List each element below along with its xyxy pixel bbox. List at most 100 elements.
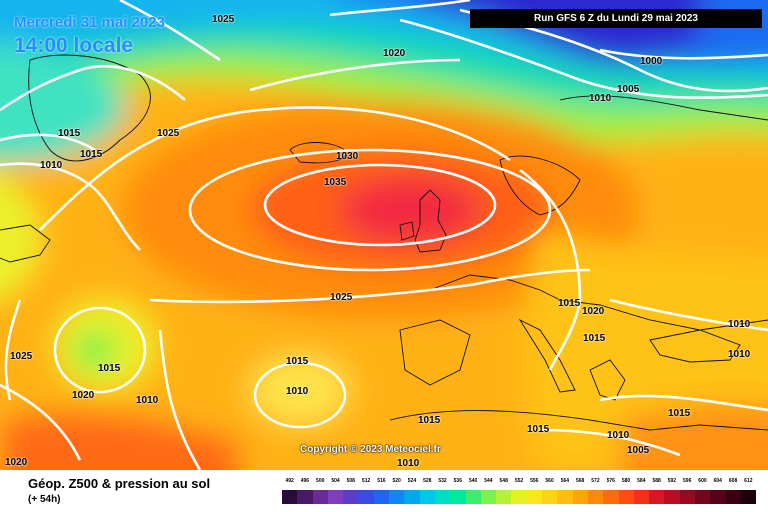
scale-swatch: [358, 490, 374, 504]
scale-label: 496: [300, 478, 310, 484]
scale-swatch: [404, 490, 420, 504]
scale-swatch: [603, 490, 619, 504]
scale-label: 516: [377, 478, 386, 484]
isobar-label: 1000: [640, 56, 663, 67]
isobar-label: 1010: [728, 349, 751, 360]
color-scale-labels: 492 496 500 504 508 512 516 520 524 528 532 536 540 5…: [282, 478, 756, 488]
isobar-label: 1015: [418, 415, 441, 426]
weather-map: [0, 0, 768, 470]
scale-swatch: [419, 490, 435, 504]
scale-swatch: [327, 490, 344, 504]
scale-swatch: [679, 490, 696, 504]
scale-label: 520: [392, 478, 401, 484]
scale-label: 568: [575, 478, 585, 484]
isobar-label: 1020: [383, 48, 406, 59]
isobar-label: 1015: [286, 356, 309, 367]
isobar-label: 1025: [157, 128, 180, 139]
scale-label: 604: [713, 478, 722, 484]
isobar-label: 1035: [324, 177, 347, 188]
scale-swatch: [664, 490, 680, 504]
scale-swatch: [587, 490, 604, 504]
scale-label: 600: [698, 478, 707, 484]
run-info: Run GFS 6 Z du Lundi 29 mai 2023: [470, 9, 762, 28]
scale-swatch: [557, 490, 573, 504]
isobars: [0, 0, 768, 470]
scale-label: 492: [285, 478, 294, 484]
legend-subtitle: (+ 54h): [28, 494, 61, 505]
scale-label: 564: [560, 478, 570, 484]
scale-swatch: [373, 490, 390, 504]
isobar-label: 1010: [397, 458, 420, 469]
scale-label: 508: [346, 478, 355, 484]
isobar-label: 1005: [627, 445, 650, 456]
scale-label: 540: [468, 478, 478, 484]
scale-label: 572: [591, 478, 600, 484]
isobar-label: 1015: [583, 333, 606, 344]
scale-swatch: [725, 490, 741, 504]
scale-label: 556: [530, 478, 539, 484]
isobar-label: 1015: [527, 424, 550, 435]
scale-swatch: [710, 490, 726, 504]
scale-swatch: [389, 490, 405, 504]
scale-label: 548: [499, 478, 508, 484]
isobar-label: 1010: [607, 430, 630, 441]
scale-label: 552: [514, 478, 524, 484]
scale-swatch: [465, 490, 481, 504]
scale-label: 528: [423, 478, 432, 484]
scale-label: 524: [407, 478, 417, 484]
scale-swatch: [633, 490, 650, 504]
isobar-label: 1005: [617, 84, 640, 95]
isobar-label: 1025: [212, 14, 235, 25]
scale-swatch: [695, 490, 711, 504]
scale-label: 560: [545, 478, 554, 484]
scale-swatch: [282, 490, 298, 504]
scale-label: 580: [621, 478, 631, 484]
scale-label: 612: [744, 478, 753, 484]
isobar-label: 1025: [10, 351, 33, 362]
legend-title: Géop. Z500 & pression au sol: [28, 476, 211, 491]
isobar-label: 1015: [58, 128, 81, 139]
isobar-label: 1015: [98, 363, 121, 374]
scale-swatch: [480, 490, 497, 504]
isobar-label: 1020: [5, 457, 28, 468]
scale-swatch: [618, 490, 634, 504]
isobar-label: 1015: [558, 298, 581, 309]
scale-label: 512: [361, 478, 371, 484]
scale-swatch: [312, 490, 328, 504]
copyright-notice: Copyright © 2023 Meteociel.fr: [300, 444, 441, 455]
scale-swatch: [511, 490, 527, 504]
scale-swatch: [542, 490, 558, 504]
isobar-label: 1015: [668, 408, 691, 419]
scale-swatch: [649, 490, 665, 504]
forecast-date: Mercredi 31 mai 2023: [14, 14, 165, 31]
isobar-label: 1030: [336, 151, 359, 162]
coastlines: [0, 54, 768, 431]
scale-label: 596: [683, 478, 692, 484]
scale-swatch: [450, 490, 466, 504]
geopotential-field: [0, 0, 768, 470]
isobar-label: 1010: [136, 395, 159, 406]
forecast-time: 14:00 locale: [14, 34, 134, 57]
scale-swatch: [434, 490, 451, 504]
isobar-label: 1010: [728, 319, 751, 330]
isobar-label: 1010: [286, 386, 309, 397]
color-scale-bar: [282, 490, 757, 504]
isobar-label: 1025: [330, 292, 353, 303]
scale-label: 584: [637, 478, 646, 484]
scale-swatch: [526, 490, 543, 504]
scale-swatch: [297, 490, 313, 504]
isobar-label: 1015: [80, 149, 103, 160]
scale-swatch: [572, 490, 588, 504]
isobar-label: 1010: [40, 160, 63, 171]
scale-swatch: [740, 490, 757, 504]
isobar-label: 1020: [72, 390, 95, 401]
scale-label: 592: [667, 478, 677, 484]
scale-label: 576: [606, 478, 615, 484]
scale-label: 504: [331, 478, 340, 484]
isobar-label: 1020: [582, 306, 605, 317]
isobar-label: 1010: [589, 93, 612, 104]
scale-label: 500: [316, 478, 325, 484]
scale-swatch: [343, 490, 359, 504]
scale-label: 532: [438, 478, 447, 484]
scale-label: 608: [728, 478, 738, 484]
